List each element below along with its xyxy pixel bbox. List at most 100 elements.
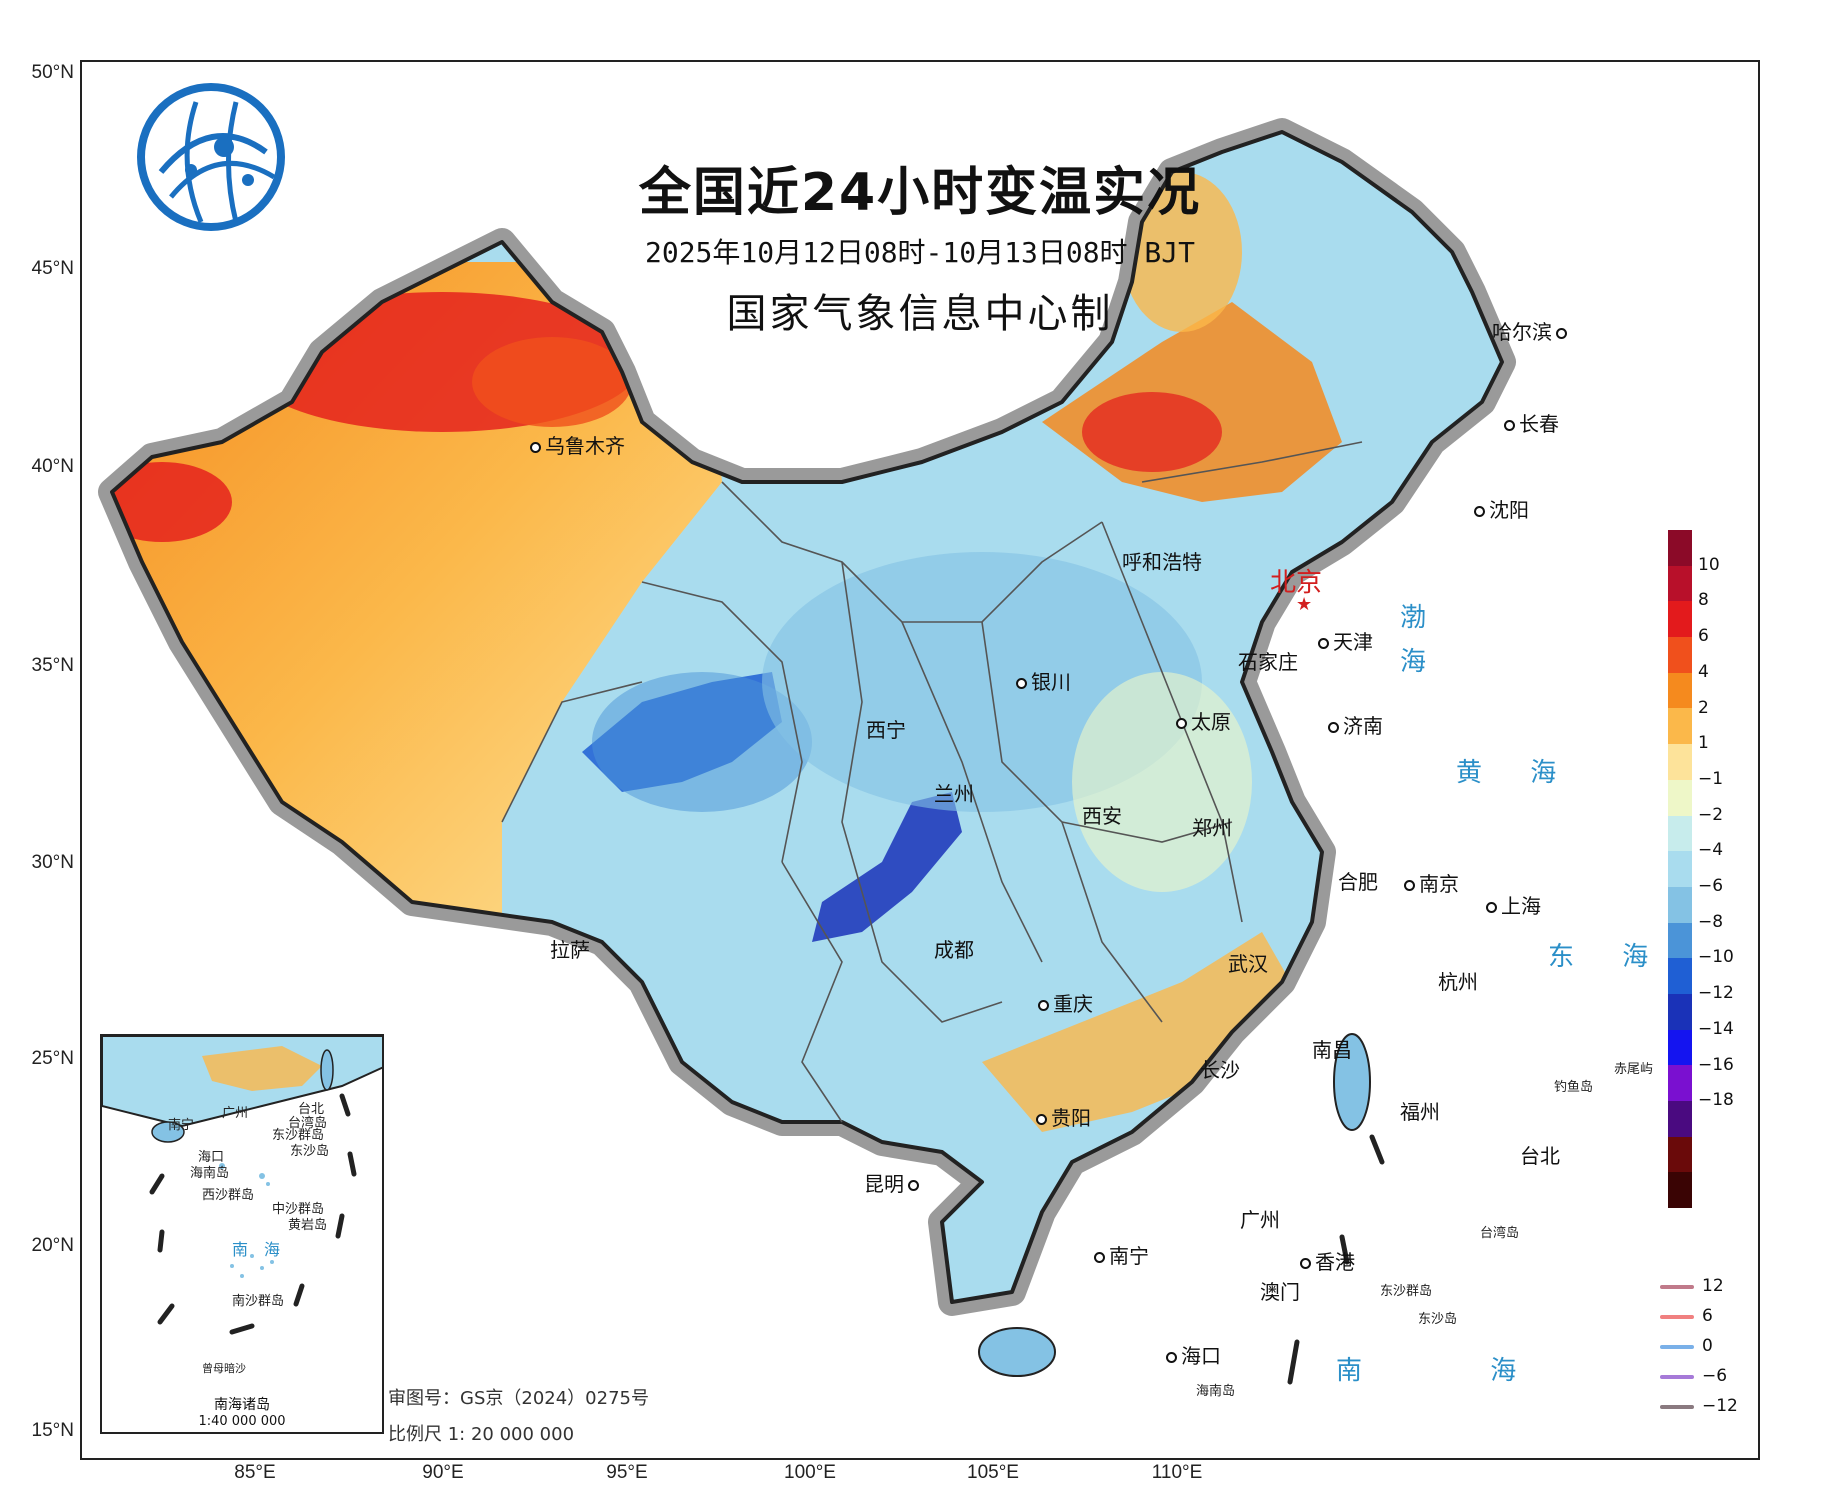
legend-swatch <box>1668 1172 1692 1209</box>
lon-label-95: 95°E <box>606 1462 648 1483</box>
legend-tick-label: −14 <box>1698 1018 1734 1039</box>
sea-label-bohai: 渤 海 <box>1400 603 1427 677</box>
inset-label-xisha: 西沙群岛 <box>202 1188 255 1203</box>
south-china-sea-inset: 南宁 广州 台北 台湾岛 海口 海南岛 东沙群岛 东沙岛 西沙群岛 中沙群岛 黄… <box>100 1034 384 1434</box>
legend-tick-label: −18 <box>1698 1090 1734 1111</box>
cool-zone-qinghai <box>592 672 812 812</box>
inset-scale: 1:40 000 000 <box>198 1414 286 1429</box>
legend-tick-label: −16 <box>1698 1054 1734 1075</box>
inset-label-zhongsha: 中沙群岛 <box>272 1202 325 1217</box>
city-zhengzhou: 郑州 <box>1192 816 1232 840</box>
city-changchun: 长春 <box>1504 408 1559 437</box>
legend-swatch <box>1668 530 1692 566</box>
lat-label-15: 15°N <box>31 1420 74 1441</box>
lon-label-110: 110°E <box>1151 1462 1203 1483</box>
city-lhasa: 拉萨 <box>550 938 590 962</box>
legend-tick-label: −4 <box>1698 840 1724 861</box>
legend-swatch <box>1668 779 1692 816</box>
inset-caption: 南海诸岛 <box>214 1397 270 1413</box>
inset-map <box>102 1036 382 1335</box>
inset-label-haikou: 海口 <box>198 1150 225 1165</box>
isoline-swatch <box>1660 1375 1694 1379</box>
legend-tick-label: −12 <box>1698 983 1734 1004</box>
city-changsha: 长沙 <box>1200 1058 1240 1082</box>
isoline-label: 12 <box>1702 1276 1724 1296</box>
legend-tick-label: −8 <box>1698 911 1724 932</box>
city-xian: 西安 <box>1082 804 1122 828</box>
city-tianjin: 天津 <box>1318 626 1373 655</box>
city-xining: 西宁 <box>866 718 906 742</box>
inset-label-hainan: 海南岛 <box>190 1166 230 1181</box>
inset-label-dongsha: 东沙群岛 <box>272 1128 325 1143</box>
city-kunming: 昆明 <box>864 1168 923 1197</box>
legend-swatch <box>1668 886 1692 923</box>
isoline-label: −6 <box>1702 1366 1728 1386</box>
lat-label-20: 20°N <box>31 1235 74 1256</box>
isoline-label: 0 <box>1702 1336 1713 1356</box>
city-shenyang: 沈阳 <box>1474 494 1529 523</box>
map-scale: 比例尺 1: 20 000 000 <box>388 1424 575 1445</box>
lat-label-25: 25°N <box>31 1048 74 1069</box>
island-label-taiwan: 台湾岛 <box>1480 1226 1520 1241</box>
city-chongqing: 重庆 <box>1038 988 1093 1017</box>
inset-label-guangzhou: 广州 <box>222 1106 249 1121</box>
lat-label-35: 35°N <box>31 655 74 676</box>
lat-label-30: 30°N <box>31 852 74 873</box>
legend-swatch <box>1668 1029 1692 1066</box>
city-hohhot: 呼和浩特 <box>1122 550 1202 574</box>
legend-swatch <box>1668 672 1692 709</box>
lon-label-100: 100°E <box>784 1462 836 1483</box>
hot-zone-xinjiang-east <box>472 337 632 427</box>
city-fuzhou: 福州 <box>1400 1100 1440 1124</box>
city-nanning: 南宁 <box>1094 1240 1149 1269</box>
inset-label-huangyan: 黄岩岛 <box>288 1218 328 1233</box>
inset-label-nanhai: 南 海 <box>232 1240 281 1259</box>
legend-tick-label: 1 <box>1698 733 1709 754</box>
inset-label-zengmu: 曾母暗沙 <box>202 1362 246 1375</box>
legend-swatch <box>1668 993 1692 1030</box>
lat-label-45: 45°N <box>31 258 74 279</box>
boundary-dashes <box>1287 1134 1385 1385</box>
island-label-dongsha-dao: 东沙岛 <box>1418 1312 1458 1327</box>
city-lanzhou: 兰州 <box>934 782 974 806</box>
city-jinan: 济南 <box>1328 710 1383 739</box>
legend-tick-label: −10 <box>1698 947 1734 968</box>
map-title: 全国近24小时变温实况 <box>638 163 1202 223</box>
city-urumqi: 乌鲁木齐 <box>530 430 625 459</box>
inset-label-nanning: 南宁 <box>168 1118 195 1133</box>
island-label-diaoyu: 钓鱼岛 <box>1554 1080 1594 1095</box>
city-haikou: 海口 <box>1166 1340 1221 1369</box>
lat-label-40: 40°N <box>31 456 74 477</box>
nmic-logo-icon <box>137 83 285 231</box>
capital-label: 北京 <box>1270 568 1323 598</box>
city-harbin: 哈尔滨 <box>1492 316 1571 345</box>
legend-swatch <box>1668 922 1692 959</box>
mild-zone-east <box>1072 672 1252 892</box>
city-macau: 澳门 <box>1260 1280 1300 1304</box>
isoline-swatch <box>1660 1315 1694 1319</box>
taiwan-island <box>1333 1033 1371 1131</box>
warm-zone-far-northeast <box>1122 172 1242 332</box>
legend-swatch <box>1668 744 1692 780</box>
warm-region-southeast <box>982 932 1302 1132</box>
isoline-swatch <box>1660 1285 1694 1289</box>
isoline-swatch <box>1660 1345 1694 1349</box>
lon-label-90: 90°E <box>422 1462 464 1483</box>
lon-label-85: 85°E <box>234 1462 276 1483</box>
legend-tick-label: 10 <box>1698 554 1720 575</box>
color-legend-bar <box>1668 530 1692 1209</box>
inset-label-dongshadao: 东沙岛 <box>290 1144 330 1159</box>
city-nanchang: 南昌 <box>1312 1038 1352 1062</box>
city-chengdu: 成都 <box>934 938 974 962</box>
legend-tick-label: 4 <box>1698 661 1709 682</box>
city-guiyang: 贵阳 <box>1036 1102 1091 1131</box>
sea-label-donghai: 东 海 <box>1548 942 1669 972</box>
city-shanghai: 上海 <box>1486 890 1541 919</box>
hot-zone-northeast <box>1082 392 1222 472</box>
city-shijiazhuang: 石家庄 <box>1238 650 1298 674</box>
city-wuhan: 武汉 <box>1228 952 1268 976</box>
city-hefei: 合肥 <box>1338 870 1378 894</box>
country-border <box>110 130 1504 1304</box>
island-label-dongsha-qundao: 东沙群岛 <box>1380 1284 1433 1299</box>
